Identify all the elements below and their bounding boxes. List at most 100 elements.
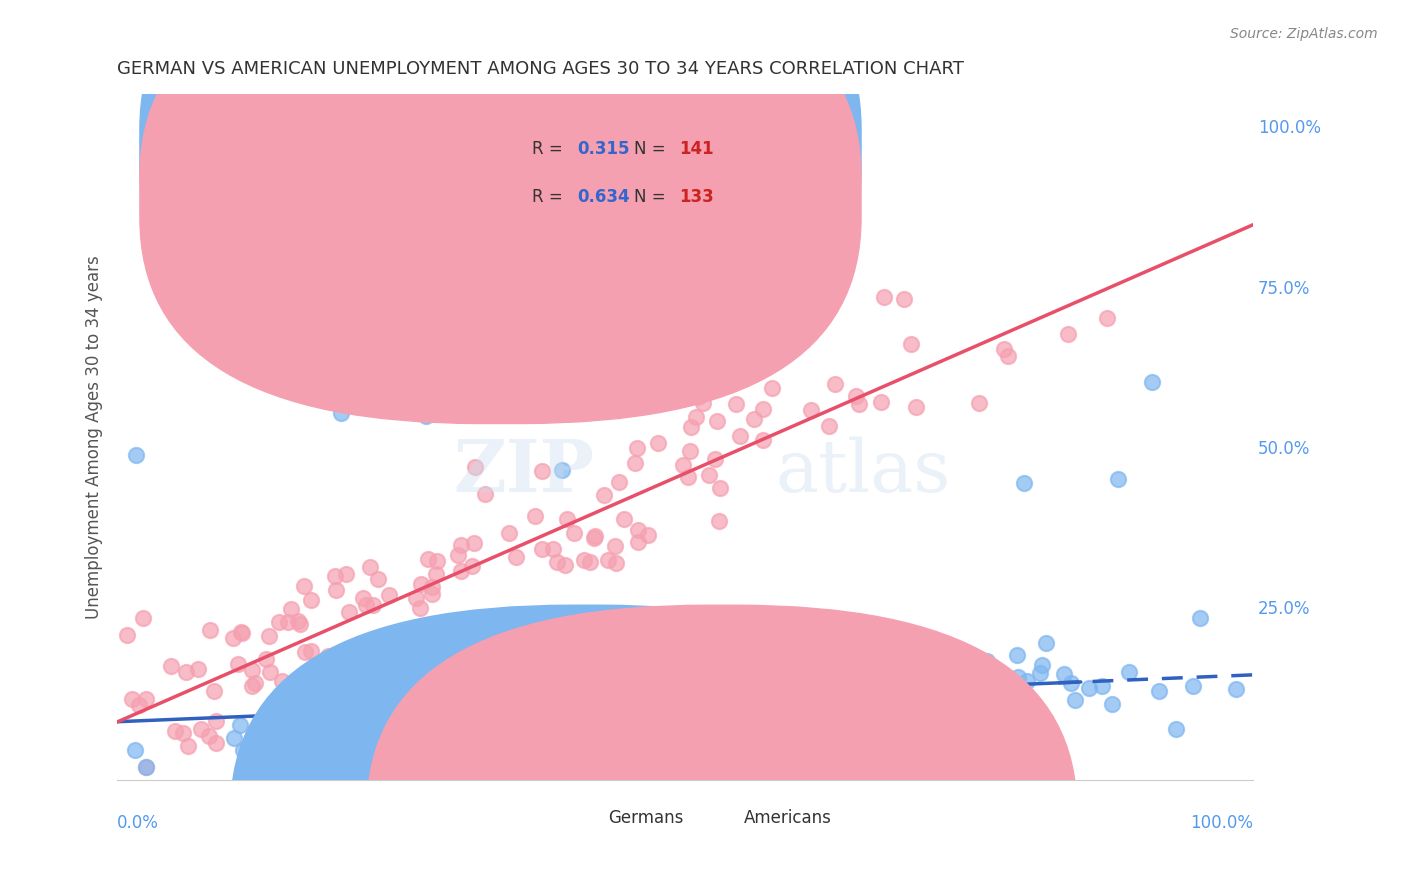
- Point: [827, 685, 849, 699]
- Point: [1060, 676, 1083, 690]
- Point: [513, 706, 536, 720]
- Point: [202, 683, 225, 698]
- Point: [752, 402, 775, 417]
- Point: [510, 710, 533, 724]
- Point: [778, 696, 800, 710]
- Point: [1057, 327, 1080, 342]
- Point: [505, 549, 527, 564]
- Point: [751, 434, 773, 448]
- Point: [613, 512, 636, 526]
- Point: [1038, 727, 1060, 741]
- Point: [655, 732, 678, 747]
- Y-axis label: Unemployment Among Ages 30 to 34 years: Unemployment Among Ages 30 to 34 years: [86, 255, 103, 619]
- Point: [124, 743, 146, 757]
- Point: [904, 400, 927, 414]
- Point: [125, 448, 148, 462]
- Point: [409, 577, 432, 591]
- Point: [828, 650, 851, 665]
- Point: [922, 715, 945, 730]
- Text: atlas: atlas: [776, 436, 952, 507]
- Text: ZIP: ZIP: [453, 436, 595, 507]
- Point: [733, 665, 755, 680]
- Text: 133: 133: [679, 188, 714, 206]
- Point: [724, 706, 747, 721]
- Point: [367, 573, 389, 587]
- Point: [786, 712, 808, 726]
- Point: [342, 724, 364, 739]
- Point: [997, 349, 1019, 363]
- Point: [673, 670, 696, 684]
- Point: [360, 646, 382, 660]
- Point: [450, 564, 472, 578]
- Point: [359, 560, 381, 574]
- Point: [1064, 693, 1087, 707]
- Point: [474, 487, 496, 501]
- Point: [583, 529, 606, 543]
- Point: [527, 717, 550, 731]
- Point: [828, 698, 851, 713]
- Point: [412, 739, 434, 754]
- Point: [873, 289, 896, 303]
- Point: [198, 729, 221, 743]
- FancyBboxPatch shape: [458, 128, 799, 232]
- Point: [607, 475, 630, 490]
- Point: [467, 748, 489, 763]
- Point: [378, 588, 401, 602]
- Point: [709, 726, 731, 740]
- Point: [679, 444, 702, 458]
- Point: [627, 524, 650, 538]
- Point: [301, 593, 323, 607]
- Point: [276, 727, 298, 741]
- Point: [505, 732, 527, 747]
- Point: [869, 673, 891, 688]
- Point: [408, 601, 430, 615]
- Point: [1118, 665, 1140, 679]
- Point: [679, 420, 702, 434]
- Point: [562, 718, 585, 732]
- Point: [676, 470, 699, 484]
- Point: [651, 698, 673, 712]
- Point: [478, 701, 501, 715]
- Point: [626, 534, 648, 549]
- Point: [721, 721, 744, 735]
- Point: [361, 598, 384, 612]
- Point: [335, 567, 357, 582]
- Point: [498, 526, 520, 541]
- Point: [359, 728, 381, 742]
- Point: [603, 540, 626, 554]
- Point: [981, 680, 1004, 694]
- Point: [1091, 680, 1114, 694]
- Point: [730, 429, 752, 443]
- Point: [415, 409, 437, 423]
- Point: [770, 694, 793, 708]
- Point: [583, 531, 606, 545]
- Point: [436, 648, 458, 662]
- Point: [277, 615, 299, 630]
- Point: [422, 587, 444, 601]
- Point: [190, 722, 212, 736]
- Point: [471, 665, 494, 679]
- Point: [685, 410, 707, 425]
- Text: 0.315: 0.315: [576, 140, 630, 158]
- Point: [815, 693, 838, 707]
- Text: GERMAN VS AMERICAN UNEMPLOYMENT AMONG AGES 30 TO 34 YEARS CORRELATION CHART: GERMAN VS AMERICAN UNEMPLOYMENT AMONG AG…: [117, 60, 965, 78]
- Point: [755, 723, 778, 738]
- Point: [413, 737, 436, 751]
- Point: [830, 721, 852, 735]
- Point: [232, 743, 254, 757]
- Point: [354, 656, 377, 670]
- Point: [848, 397, 870, 411]
- Point: [257, 629, 280, 643]
- Point: [706, 414, 728, 428]
- Point: [574, 553, 596, 567]
- Point: [1095, 311, 1118, 326]
- Point: [1053, 667, 1076, 681]
- Point: [449, 640, 471, 654]
- Point: [541, 542, 564, 557]
- Point: [1028, 665, 1050, 680]
- Point: [838, 661, 860, 675]
- Point: [498, 714, 520, 729]
- Point: [772, 695, 794, 709]
- Point: [419, 748, 441, 763]
- Point: [121, 692, 143, 706]
